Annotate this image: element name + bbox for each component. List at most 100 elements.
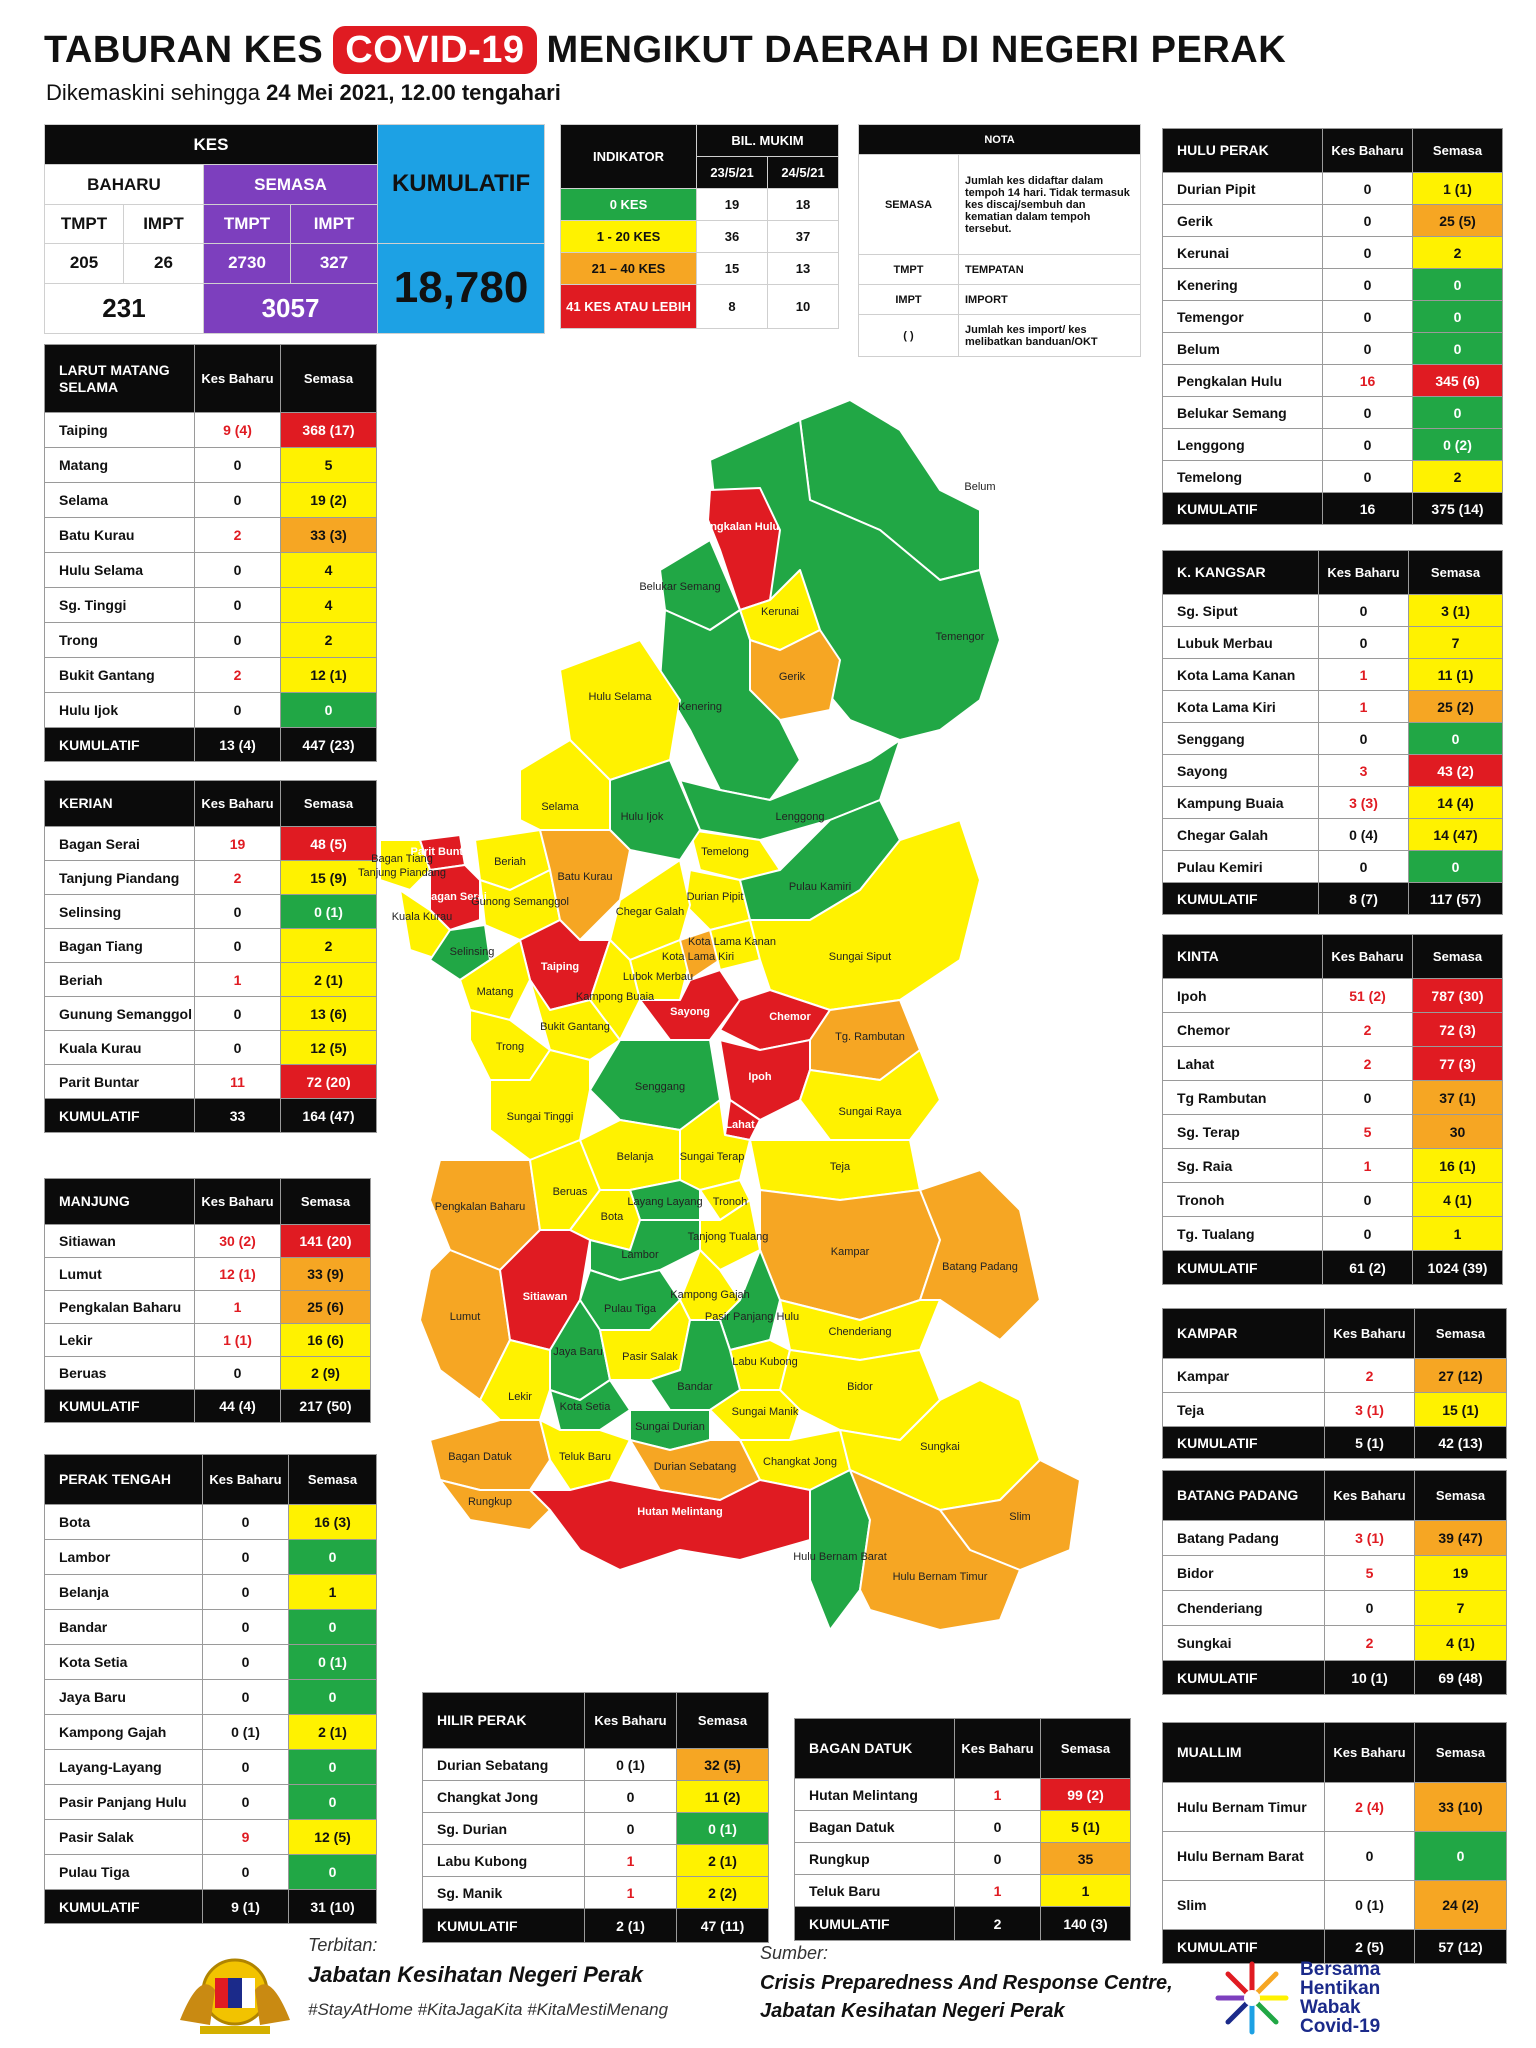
table-row: Lambor 0 0 (44, 1539, 377, 1575)
semasa-value: 33 (10) (1414, 1782, 1507, 1832)
map-label-kampong-gajah: Kampong Gajah (670, 1289, 750, 1301)
map-label-tronoh: Tronoh (713, 1196, 747, 1208)
mukim-name: Parit Buntar (44, 1064, 195, 1099)
kes-baharu-value: 0 (194, 894, 281, 929)
map-label-hulu-bernam-barat: Hulu Bernam Barat (793, 1551, 887, 1563)
kes-baharu-value: 5 (1322, 1114, 1413, 1149)
table-row: Hulu Selama 0 4 (44, 552, 377, 588)
table-row: Matang 0 5 (44, 447, 377, 483)
kes-baharu-value: 0 (1) (1324, 1880, 1415, 1930)
table-row: Temelong 0 2 (1162, 460, 1503, 493)
kes-baharu-value: 1 (194, 962, 281, 997)
map-label-hulu-selama: Hulu Selama (589, 691, 653, 703)
table-row: Sitiawan 30 (2) 141 (20) (44, 1224, 371, 1258)
map-label-kuala-kurau: Kuala Kurau (392, 911, 453, 923)
map-label-pulau-kamiri: Pulau Kamiri (789, 881, 851, 893)
kumulatif-baharu: 8 (7) (1318, 882, 1409, 915)
mukim-name: Chegar Galah (1162, 818, 1319, 851)
semasa-value: 0 (288, 1539, 377, 1575)
kes-baharu-header: Kes Baharu (954, 1718, 1041, 1779)
kes-baharu-value: 0 (202, 1679, 289, 1715)
table-row: Lumut 12 (1) 33 (9) (44, 1257, 371, 1291)
table-row: Tanjung Piandang 2 15 (9) (44, 860, 377, 895)
map-label-bagan-serai: Bagan Serai (423, 891, 487, 903)
kes-baharu-value: 2 (194, 657, 281, 693)
mukim-name: Slim (1162, 1880, 1325, 1930)
table-row: Selinsing 0 0 (1) (44, 894, 377, 929)
kumulatif-semasa: 117 (57) (1408, 882, 1503, 915)
semasa-value: 32 (5) (676, 1748, 769, 1781)
kinta-district-table: KINTA Kes Baharu Semasa Ipoh 51 (2) 787 (30) C… (1162, 934, 1503, 1285)
kumulatif-label: KUMULATIF (1162, 1426, 1325, 1459)
mukim-name: Selinsing (44, 894, 195, 929)
mukim-name: Lambor (44, 1539, 203, 1575)
semasa-value: 33 (3) (280, 517, 377, 553)
semasa-value: 0 (1408, 850, 1503, 883)
nota-value: Jumlah kes import/ kes melibatkan bandua… (957, 314, 1142, 357)
semasa-value: 0 (1) (280, 894, 377, 929)
mukim-name: Rungkup (794, 1842, 955, 1875)
mukim-name: Kota Lama Kiri (1162, 690, 1319, 723)
table-row: Sg. Durian 0 0 (1) (422, 1812, 769, 1845)
kumulatif-semasa: 57 (12) (1414, 1929, 1507, 1964)
semasa-value: 35 (1040, 1842, 1131, 1875)
kes-baharu-value: 0 (1322, 236, 1413, 269)
kumulatif-baharu: 2 (954, 1906, 1041, 1941)
table-row: Lubuk Merbau 0 7 (1162, 626, 1503, 659)
semasa-header: Semasa (280, 1178, 371, 1225)
table-row: Durian Sebatang 0 (1) 32 (5) (422, 1748, 769, 1781)
baharu-tmpt-label: TMPT (44, 204, 124, 244)
semasa-value: 0 (288, 1609, 377, 1645)
semasa-value: 25 (2) (1408, 690, 1503, 723)
semasa-total: 3057 (202, 282, 379, 335)
nota-value: TEMPATAN (957, 254, 1142, 285)
mukim-name: Gerik (1162, 204, 1323, 237)
kumulatif-label: KUMULATIF (1162, 492, 1323, 525)
bd-district-table: BAGAN DATUK Kes Baharu Semasa Hutan Melinta… (794, 1718, 1131, 1941)
map-label-lambor: Lambor (621, 1249, 659, 1261)
map-region-kampong-buaia (589, 939, 641, 1041)
kumulatif-label: KUMULATIF (44, 727, 195, 762)
mukim-name: Kampung Buaia (1162, 786, 1319, 819)
district-name: MANJUNG (44, 1178, 195, 1225)
map-label-beruas: Beruas (553, 1186, 588, 1198)
semasa-value: 16 (6) (280, 1323, 371, 1357)
semasa-value: 0 (288, 1854, 377, 1890)
kumulatif-semasa: 375 (14) (1412, 492, 1503, 525)
mukim-name: Kerunai (1162, 236, 1323, 269)
map-label-sungai-durian: Sungai Durian (635, 1421, 705, 1433)
lms-district-table: LARUT MATANG SELAMA Kes Baharu Semasa Taipi… (44, 344, 377, 762)
semasa-value: 0 (1412, 396, 1503, 429)
kes-baharu-value: 0 (202, 1539, 289, 1575)
semasa-value: 0 (280, 692, 377, 728)
hashtags: #StayAtHome #KitaJagaKita #KitaMestiMena… (308, 2000, 669, 2019)
mukim-name: Sg. Tinggi (44, 587, 195, 623)
semasa-value: 787 (30) (1412, 978, 1503, 1013)
table-row: Pasir Salak 9 12 (5) (44, 1819, 377, 1855)
map-label-belanja: Belanja (617, 1151, 655, 1163)
map-label-parit-buntar: Parit Buntar (411, 846, 475, 858)
table-row: Sg. Tinggi 0 4 (44, 587, 377, 623)
kumulatif-label: KUMULATIF (44, 1098, 195, 1133)
kes-baharu-value: 0 (202, 1784, 289, 1820)
table-row: Bukit Gantang 2 12 (1) (44, 657, 377, 693)
mukim-name: Pulau Kemiri (1162, 850, 1319, 883)
table-row: Kampung Buaia 3 (3) 14 (4) (1162, 786, 1503, 819)
semasa-value: 19 (2) (280, 482, 377, 518)
table-row: Sg. Siput 0 3 (1) (1162, 594, 1503, 627)
map-label-kampar: Kampar (831, 1246, 870, 1258)
table-row: Sungkai 2 4 (1) (1162, 1625, 1507, 1661)
indicator-label: 1 - 20 KES (560, 220, 697, 253)
map-label-hutan-melintang: Hutan Melintang (637, 1506, 723, 1518)
table-row: Temengor 0 0 (1162, 300, 1503, 333)
mukim-name: Changkat Jong (422, 1780, 585, 1813)
mukim-name: Sg. Durian (422, 1812, 585, 1845)
table-row: Rungkup 0 35 (794, 1842, 1131, 1875)
map-label-lumut: Lumut (450, 1311, 481, 1323)
kes-baharu-value: 1 (584, 1876, 677, 1909)
table-row: Hulu Bernam Barat 0 0 (1162, 1831, 1507, 1881)
mukim-name: Temengor (1162, 300, 1323, 333)
table-row: Taiping 9 (4) 368 (17) (44, 412, 377, 448)
kes-baharu-value: 3 (1) (1324, 1392, 1415, 1427)
mukim-name: Tg. Tualang (1162, 1216, 1323, 1251)
